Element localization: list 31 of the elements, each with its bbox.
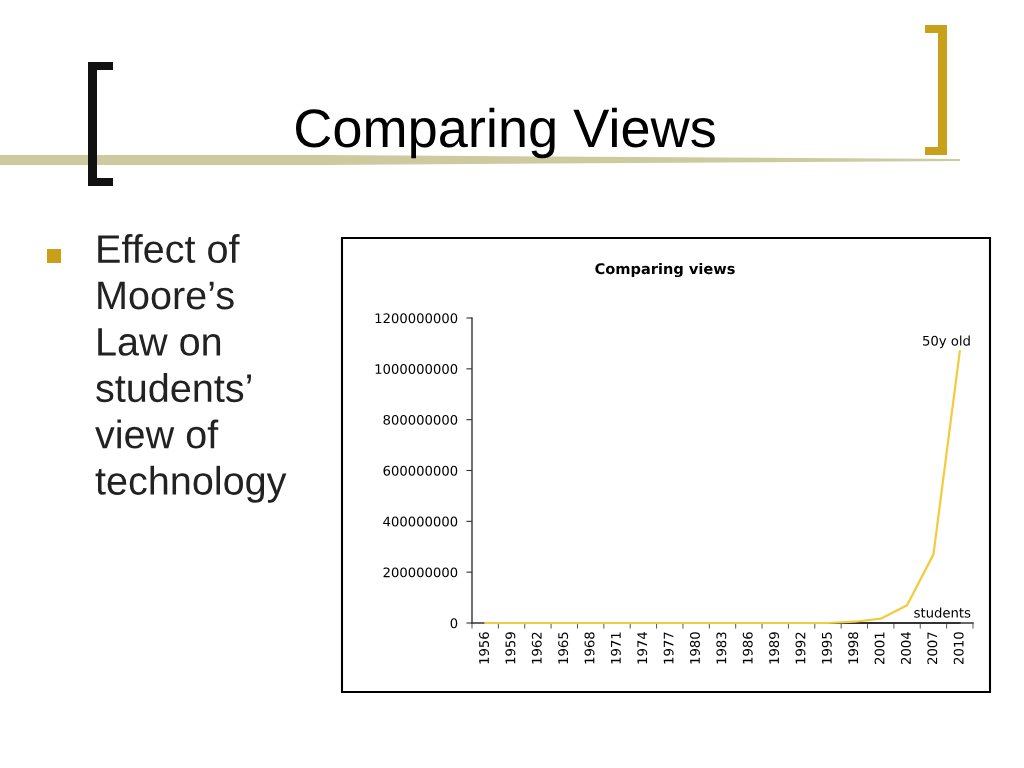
x-tick-label: 2004 bbox=[900, 632, 911, 664]
y-tick-label: 1000000000 bbox=[375, 364, 458, 375]
x-tick-label: 1974 bbox=[637, 632, 648, 664]
x-tick-label: 1995 bbox=[821, 632, 832, 664]
x-tick-label: 1980 bbox=[689, 632, 700, 664]
x-tick-label: 2007 bbox=[927, 632, 938, 664]
x-tick-label: 1959 bbox=[505, 632, 516, 664]
x-tick-label: 1986 bbox=[742, 632, 753, 664]
x-tick-label: 1998 bbox=[848, 632, 859, 664]
x-tick-label: 1977 bbox=[663, 632, 674, 664]
series-label: students bbox=[914, 607, 971, 618]
x-tick-label: 1992 bbox=[795, 632, 806, 664]
y-tick-label: 1200000000 bbox=[375, 313, 458, 324]
x-tick-label: 2001 bbox=[874, 632, 885, 664]
y-tick-label: 0 bbox=[450, 618, 458, 629]
x-tick-label: 1965 bbox=[558, 632, 569, 664]
text: Effect of Moore’s Law on students’ view of technology bbox=[95, 234, 287, 503]
chart-title: Comparing views bbox=[595, 262, 735, 278]
series-label: 50y old bbox=[923, 335, 970, 349]
text: Comparing Views bbox=[296, 107, 715, 159]
x-tick-label: 1968 bbox=[584, 632, 595, 664]
x-tick-label: 1983 bbox=[716, 632, 727, 664]
x-tick-label: 1956 bbox=[479, 632, 490, 664]
y-tick-label: 800000000 bbox=[383, 414, 458, 425]
y-tick-label: 200000000 bbox=[383, 567, 458, 578]
x-tick-label: 2010 bbox=[953, 632, 964, 664]
y-tick-label: 600000000 bbox=[383, 465, 458, 476]
x-tick-label: 1962 bbox=[531, 632, 542, 664]
y-tick-label: 400000000 bbox=[383, 516, 458, 527]
x-tick-label: 1971 bbox=[610, 632, 621, 664]
x-tick-label: 1989 bbox=[769, 632, 780, 664]
